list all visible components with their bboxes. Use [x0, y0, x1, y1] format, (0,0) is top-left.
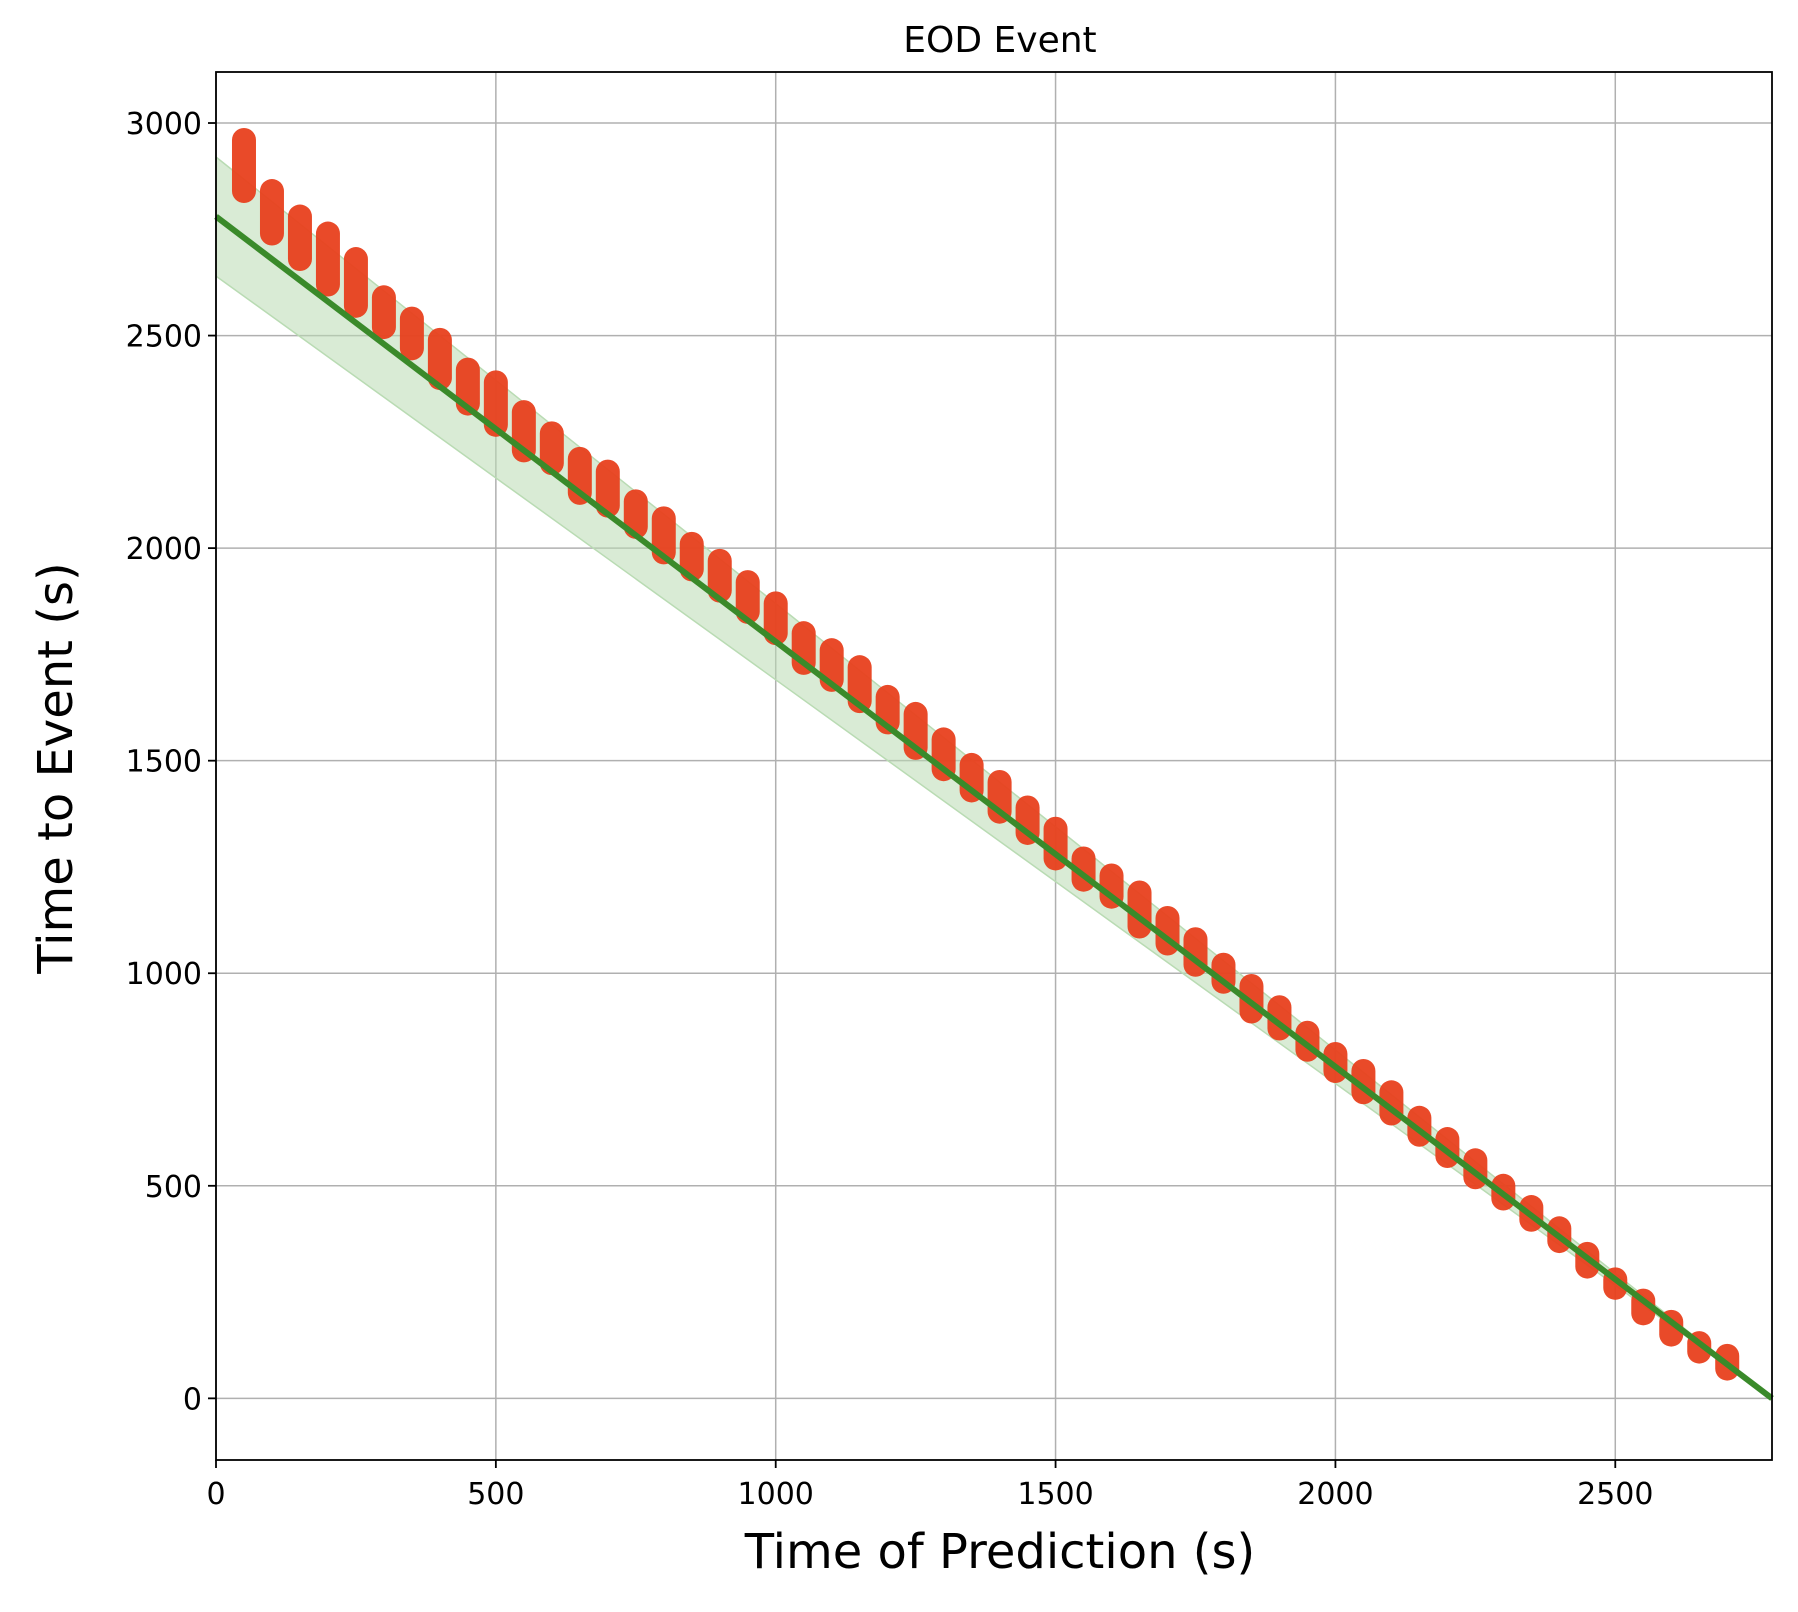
x-tick-label: 1000 — [738, 1477, 814, 1512]
x-tick-label: 1500 — [1017, 1477, 1093, 1512]
x-axis-label: Time of Prediction (s) — [744, 1524, 1255, 1580]
y-tick-label: 3000 — [126, 107, 202, 142]
axis-ticks: 0 500 1000 1500 2000 2500 0 500 1000 1500 2000 2500… — [126, 107, 1654, 1512]
grid — [215, 72, 1772, 1460]
true-rul-line — [214, 214, 1774, 1401]
y-tick-label: 1500 — [126, 745, 202, 780]
y-tick-label: 2000 — [126, 532, 202, 567]
y-tick-label: 0 — [183, 1382, 202, 1417]
y-tick-label: 2500 — [126, 320, 202, 355]
y-axis-label: Time to Event (s) — [28, 562, 84, 974]
chart-title: EOD Event — [903, 20, 1096, 61]
x-tick-label: 2500 — [1577, 1477, 1653, 1512]
x-tick-label: 2000 — [1297, 1477, 1373, 1512]
y-tick-label: 1000 — [126, 957, 202, 992]
plot-frame — [215, 71, 1773, 1461]
x-tick-label: 500 — [467, 1477, 524, 1512]
true-line — [214, 214, 1774, 1401]
y-tick-label: 500 — [145, 1170, 202, 1205]
x-tick-label: 0 — [206, 1477, 225, 1512]
